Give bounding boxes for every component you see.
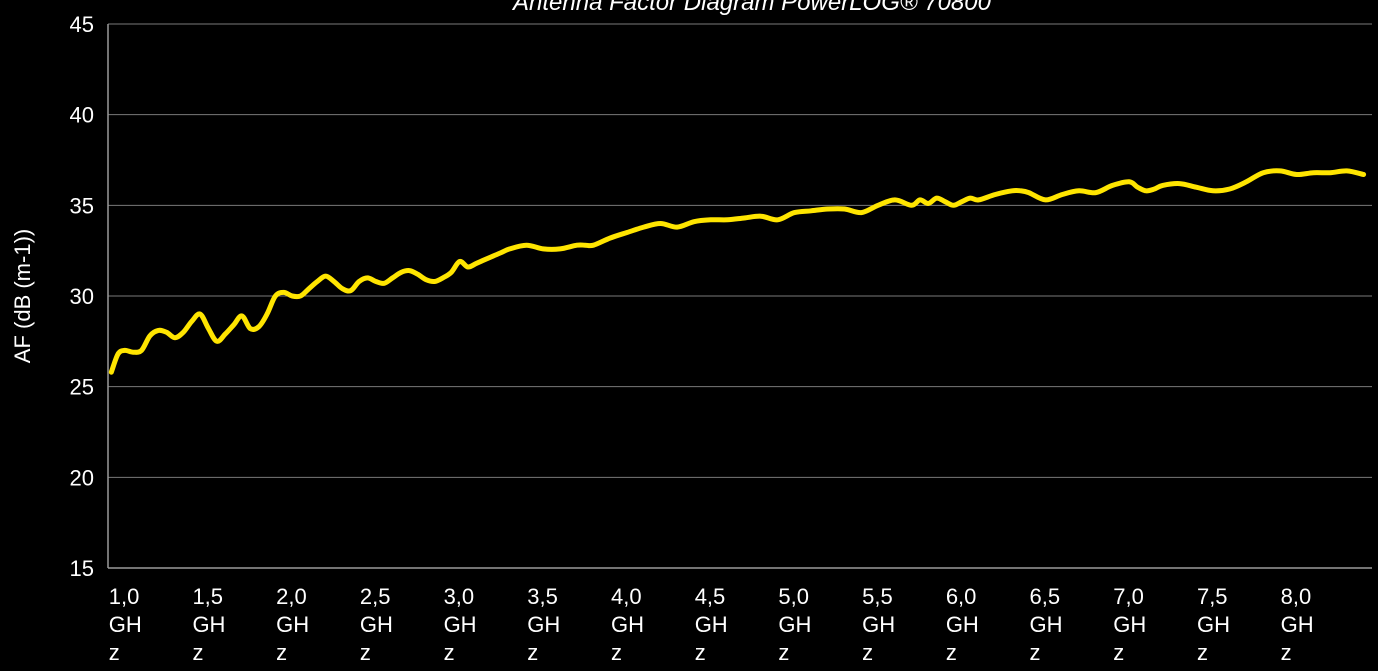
x-tick-label: 3,5 GH z [527, 584, 560, 665]
x-tick-label: 5,5 GH z [862, 584, 895, 665]
x-tick-label: 1,0 GH z [109, 584, 142, 665]
y-tick-label: 40 [70, 103, 94, 128]
x-tick-label: 4,0 GH z [611, 584, 644, 665]
x-tick-label: 8,0 GH z [1281, 584, 1314, 665]
grid-lines [108, 23, 1372, 478]
y-tick-label: 45 [70, 12, 94, 37]
axes [107, 24, 1372, 569]
series-layer [108, 168, 1367, 375]
x-tick-label: 6,5 GH z [1030, 584, 1063, 665]
x-tick-label: 2,5 GH z [360, 584, 393, 665]
y-tick-label: 15 [70, 556, 94, 581]
x-tick-label: 6,0 GH z [946, 584, 979, 665]
x-tick-label: 5,0 GH z [778, 584, 811, 665]
y-axis-ticks: 15 20 25 30 35 40 45 [70, 12, 94, 581]
y-tick-label: 25 [70, 375, 94, 400]
y-tick-label: 20 [70, 465, 94, 490]
x-tick-label: 2,0 GH z [276, 584, 309, 665]
y-tick-label: 35 [70, 193, 94, 218]
x-axis-ticks: 1,0 GH z 1,5 GH z 2,0 GH z 2,5 GH z 3,0 GH z 3,5 GH z 4,0 G… [109, 584, 1314, 665]
x-tick-label: 7,0 GH z [1113, 584, 1146, 665]
x-tick-label: 7,5 GH z [1197, 584, 1230, 665]
y-axis-label: AF (dB (m-1)) [10, 229, 35, 363]
chart-title: Antenna Factor Diagram PowerLOG® 70800 [511, 0, 992, 16]
x-tick-label: 3,0 GH z [444, 584, 477, 665]
x-tick-label: 4,5 GH z [695, 584, 728, 665]
y-tick-label: 30 [70, 284, 94, 309]
x-tick-label: 1,5 GH z [192, 584, 225, 665]
series-line-0 [108, 168, 1367, 375]
